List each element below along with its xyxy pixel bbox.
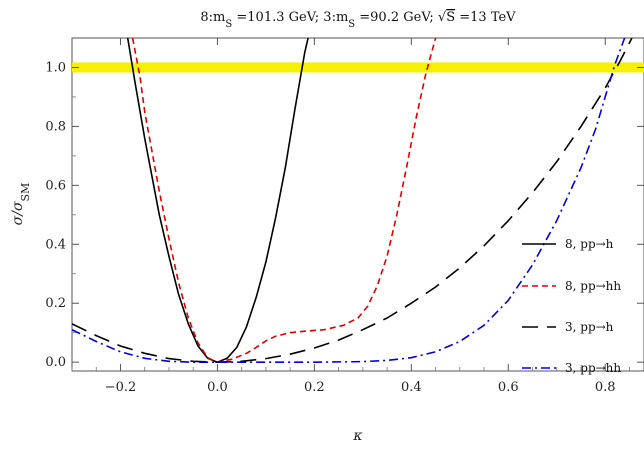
plot-frame	[71, 37, 644, 372]
x-tick-label: 0.8	[595, 380, 616, 395]
x-tick-label: −0.2	[105, 380, 137, 395]
y-axis-title: σ/σSM	[10, 183, 32, 226]
series-line-3	[72, 38, 633, 363]
y-tick-label: 0.4	[45, 237, 66, 252]
x-tick-label: 0.4	[401, 380, 422, 395]
y-tick-label: 0.6	[45, 178, 66, 193]
x-tick-label: 0.6	[498, 380, 519, 395]
x-axis-title: κ	[352, 428, 362, 444]
x-tick-label: 0.2	[304, 380, 325, 395]
series-line-1	[126, 38, 309, 363]
reference-band	[72, 62, 644, 73]
y-tick-label: 0.2	[45, 296, 66, 311]
legend-label-3: 3, pp→h	[565, 320, 614, 334]
chart-title: 8:mS =101.3 GeV; 3:mS =90.2 GeV; √S =13 …	[200, 10, 516, 30]
series-line-2	[131, 38, 437, 363]
series-line-4	[72, 38, 626, 363]
y-tick-label: 0.0	[45, 355, 66, 370]
legend-label-2: 8, pp→hh	[565, 279, 621, 293]
y-tick-label: 0.8	[45, 119, 66, 134]
legend-label-4: 3, pp→hh	[565, 361, 621, 375]
y-tick-label: 1.0	[45, 60, 66, 75]
legend-label-1: 8, pp→h	[565, 237, 614, 251]
x-tick-label: 0.0	[207, 380, 228, 395]
